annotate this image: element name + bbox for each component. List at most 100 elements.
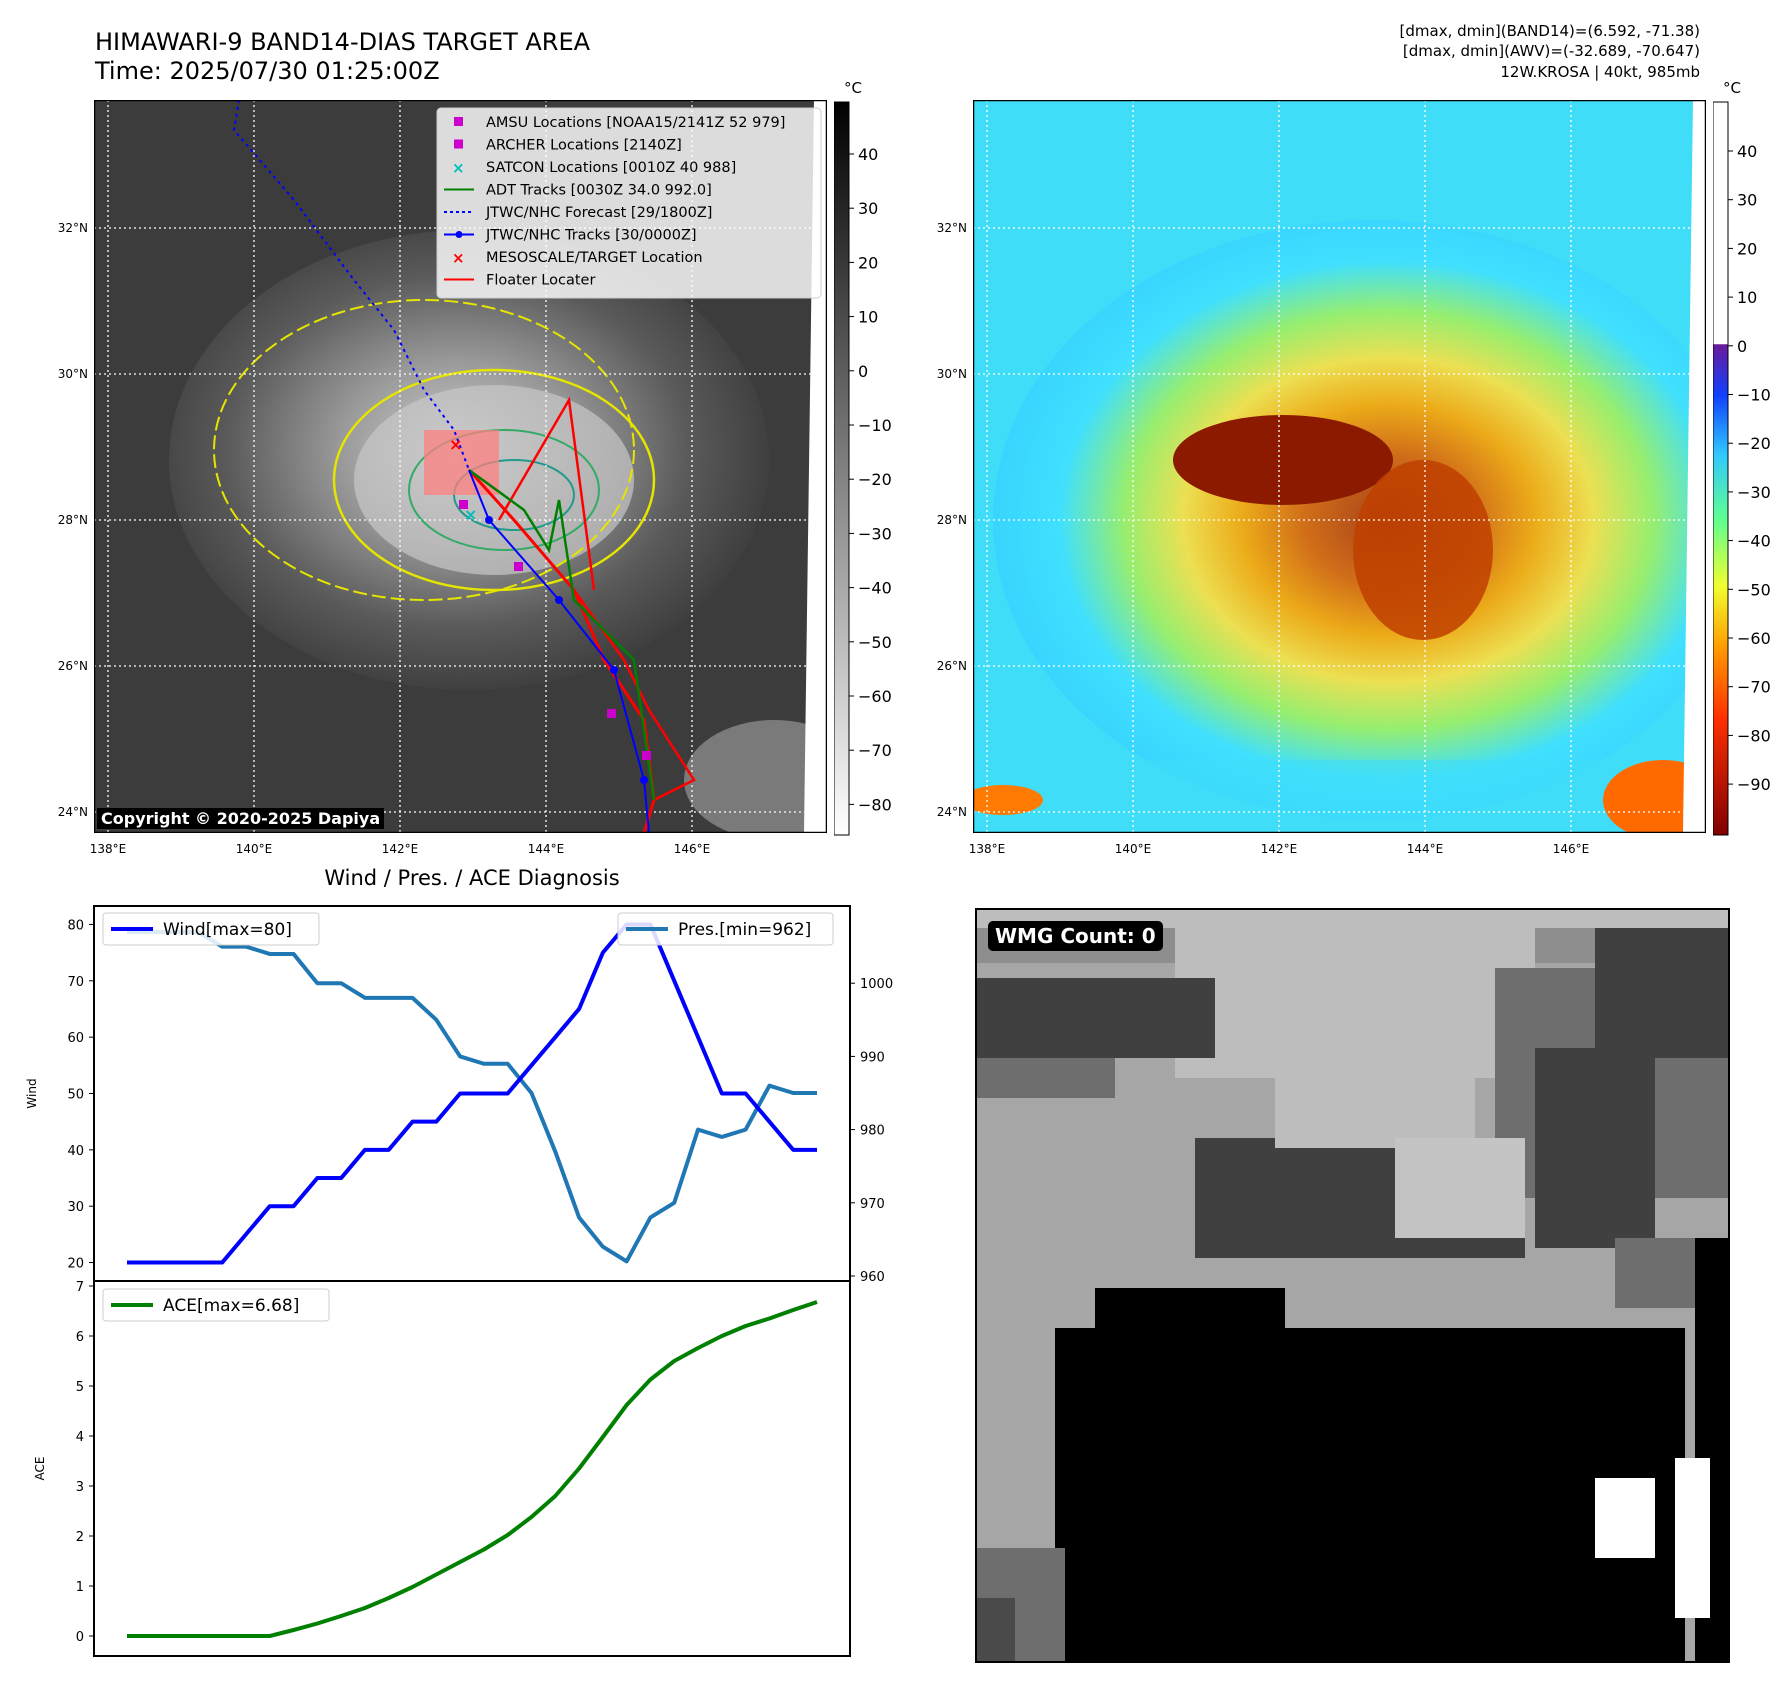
- wmg-cell-block: [1175, 918, 1535, 1078]
- wmg-cell-block: [975, 1058, 1115, 1098]
- colorbar-tick-label: −30: [858, 524, 892, 543]
- colorbar-tick-label: 10: [858, 308, 878, 327]
- legend-item: JTWC/NHC Forecast [29/1800Z]: [444, 205, 712, 221]
- colorbar-right: °C 40 30 20 10 0 −10 −20 −30 −40 −50 −60 −70 −80 −90: [1713, 79, 1771, 836]
- amsu-marker: [459, 500, 468, 509]
- colorbar-tick-label: −20: [858, 470, 892, 489]
- info-line3: 12W.KROSA | 40kt, 985mb: [1500, 63, 1700, 81]
- se-cloud: [684, 720, 827, 833]
- lon-tick-label: 140°E: [1114, 842, 1152, 856]
- lon-tick-label: 140°E: [235, 842, 273, 856]
- wind-tick-label: 40: [67, 1144, 84, 1159]
- legend-dot-icon: [455, 231, 463, 238]
- legend-square-icon: [454, 117, 463, 126]
- colorbar-tick-label: 20: [858, 253, 878, 272]
- wmg-cell-block: [1595, 1478, 1655, 1558]
- colorbar-tick-label: −80: [1737, 726, 1771, 745]
- floater-locater-spike: [497, 396, 596, 591]
- target-marker: ×: [449, 435, 462, 454]
- jtwc-track-point: [610, 666, 618, 674]
- wmg-cell-block: [1535, 1048, 1655, 1248]
- colorbar-tick-label: −20: [1737, 434, 1771, 453]
- ace-tick-label: 5: [76, 1380, 84, 1395]
- wind-tick-label: 60: [67, 1031, 84, 1046]
- wmg-cell-block: [1675, 1458, 1710, 1618]
- legend-item: ADT Tracks [0030Z 34.0 992.0]: [444, 183, 712, 199]
- lon-tick-label: 146°E: [673, 842, 711, 856]
- wind-legend: Wind[max=80]: [102, 912, 320, 946]
- colorbar-tick-label: 40: [858, 145, 878, 164]
- legend-label: JTWC/NHC Tracks [30/0000Z]: [485, 228, 697, 244]
- colorbar-tick-label: 10: [1737, 288, 1757, 307]
- wmg-cell-block: [975, 1598, 1015, 1663]
- awv-grid: [973, 100, 1706, 833]
- ace-tick-label: 3: [76, 1480, 84, 1495]
- colorbar-tick-label: 40: [1737, 142, 1757, 161]
- archer-marker: [607, 709, 616, 718]
- lon-tick-label: 138°E: [968, 842, 1006, 856]
- lat-tick-label: 30°N: [936, 367, 967, 381]
- awv-map: [973, 100, 1706, 833]
- legend-item: Floater Locater: [444, 273, 595, 289]
- legend-item: AMSU Locations [NOAA15/2141Z 52 979]: [454, 115, 785, 131]
- awv-se-patch: [1603, 760, 1706, 833]
- colorbar-tick-label: −70: [1737, 678, 1771, 697]
- colorbar-tick-label: −10: [1737, 386, 1771, 405]
- info-line2: [dmax, dmin](AWV)=(-32.689, -70.647): [1402, 42, 1700, 60]
- lon-tick-label: 142°E: [1260, 842, 1298, 856]
- colorbar-right-unit: °C: [1723, 79, 1741, 97]
- diagnosis-chart: 20 30 40 50 60 70 80 960 970 980 990 1000 0 1 2 3 4 5 6 7 Wi…: [25, 905, 893, 1657]
- awv-south-band: [973, 760, 1706, 833]
- lon-tick-label: 138°E: [89, 842, 127, 856]
- colorbar-tick-label: 0: [1737, 337, 1747, 356]
- colorbar-tick-label: −60: [858, 687, 892, 706]
- wmg-panel: [975, 908, 1730, 1663]
- colorbar-tick-label: −40: [858, 579, 892, 598]
- wind-tick-label: 80: [67, 918, 84, 933]
- lon-tick-label: 144°E: [527, 842, 565, 856]
- wmg-cell-block: [1205, 1288, 1285, 1338]
- lon-tick-label: 146°E: [1552, 842, 1590, 856]
- colorbar-tick-label: −30: [1737, 483, 1771, 502]
- legend-label: AMSU Locations [NOAA15/2141Z 52 979]: [486, 115, 785, 131]
- wmg-cell-block: [1095, 1288, 1215, 1348]
- wmg-cell-block: [1055, 1328, 1685, 1663]
- pressure-series-line: [127, 929, 817, 1264]
- awv-core-south: [1353, 460, 1493, 640]
- lat-tick-label: 30°N: [57, 367, 88, 381]
- info-line1: [dmax, dmin](BAND14)=(6.592, -71.38): [1399, 22, 1700, 40]
- wind-tick-label: 50: [67, 1088, 84, 1103]
- ace-legend-label: ACE[max=6.68]: [163, 1296, 299, 1316]
- awv-map-edge: [1683, 100, 1706, 833]
- title-line2: Time: 2025/07/30 01:25:00Z: [95, 57, 440, 85]
- colorbar-tick-label: 0: [858, 362, 868, 381]
- archer-marker: [514, 562, 523, 571]
- colorbar-tick-label: −50: [858, 633, 892, 652]
- wmg-cell-block: [1275, 1068, 1475, 1148]
- lat-tick-label: 24°N: [936, 805, 967, 819]
- legend-label: JTWC/NHC Forecast [29/1800Z]: [485, 205, 712, 221]
- contour-green: [408, 429, 600, 551]
- lat-tick-label: 28°N: [936, 513, 967, 527]
- wind-tick-label: 20: [67, 1257, 84, 1272]
- colorbar-left: °C 40 30 20 10 0 −10 −20 −30 −40 −50 −60 −70 −80: [834, 79, 892, 836]
- colorbar-tick-label: −10: [858, 416, 892, 435]
- wmg-cell-block: [975, 978, 1215, 1058]
- wmg-cell-block: [1595, 928, 1730, 1058]
- lon-tick-label: 144°E: [1406, 842, 1444, 856]
- awv-core: [1173, 415, 1393, 505]
- jtwc-track-line: [468, 469, 650, 833]
- legend-x-icon: ×: [452, 249, 465, 267]
- pres-legend: Pres.[min=962]: [617, 912, 834, 946]
- colorbar-tick-label: −70: [858, 741, 892, 760]
- lat-tick-label: 32°N: [57, 221, 88, 235]
- ace-tick-label: 1: [76, 1580, 84, 1595]
- lat-tick-label: 26°N: [57, 659, 88, 673]
- colorbar-tick-label: 30: [858, 199, 878, 218]
- jtwc-track-point: [555, 596, 563, 604]
- wind-tick-label: 30: [67, 1200, 84, 1215]
- ace-series-line: [127, 1300, 818, 1638]
- pres-legend-label: Pres.[min=962]: [678, 920, 811, 940]
- colorbar-tick-label: −40: [1737, 532, 1771, 551]
- lat-tick-label: 32°N: [936, 221, 967, 235]
